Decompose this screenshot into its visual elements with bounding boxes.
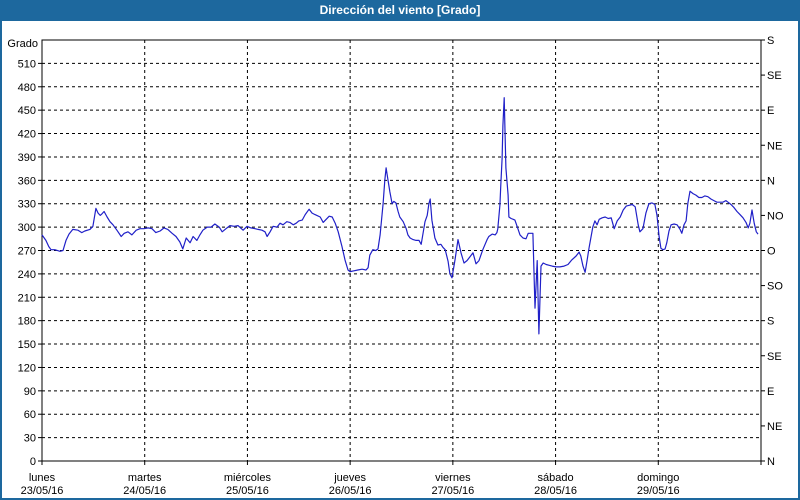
y-tick-label: 330 [18, 199, 36, 211]
compass-label: N [767, 456, 775, 468]
y-tick-label: 90 [24, 386, 36, 398]
compass-label: S [767, 316, 774, 328]
day-date-label: 29/05/16 [637, 485, 680, 497]
compass-label: N [767, 175, 775, 187]
compass-label: O [767, 246, 776, 258]
compass-labels-right: S SE E NE N NO O SO S SE E NE N [761, 35, 784, 468]
day-name-label: miércoles [224, 472, 272, 484]
day-date-label: 28/05/16 [534, 485, 577, 497]
day-date-label: 26/05/16 [329, 485, 372, 497]
y-tick-label: 30 [24, 433, 36, 445]
compass-label: E [767, 105, 774, 117]
day-date-label: 25/05/16 [226, 485, 269, 497]
day-name-label: domingo [637, 472, 679, 484]
day-name-label: sábado [538, 472, 574, 484]
y-tick-label: 300 [18, 222, 36, 234]
day-name-label: viernes [435, 472, 471, 484]
y-tick-label: 120 [18, 362, 36, 374]
y-tick-label: 420 [18, 129, 36, 141]
wind-direction-line [41, 97, 759, 335]
compass-label: S [767, 35, 774, 47]
compass-label: SO [767, 281, 783, 293]
x-grid [41, 40, 762, 465]
day-name-label: jueves [333, 472, 366, 484]
compass-label: NE [767, 140, 782, 152]
y-tick-label: 0 [30, 456, 36, 468]
day-date-label: 27/05/16 [431, 485, 474, 497]
y-tick-label: 360 [18, 175, 36, 187]
y-tick-label: 480 [18, 82, 36, 94]
compass-label: SE [767, 70, 782, 82]
day-date-label: 23/05/16 [21, 485, 64, 497]
day-date-label: 24/05/16 [123, 485, 166, 497]
compass-label: SE [767, 351, 782, 363]
day-name-label: martes [128, 472, 162, 484]
y-tick-label: 150 [18, 339, 36, 351]
compass-label: NE [767, 421, 782, 433]
y-axis-title: Grado [7, 38, 38, 50]
y-tick-label: 510 [18, 58, 36, 70]
y-tick-label: 450 [18, 105, 36, 117]
y-tick-label: 390 [18, 152, 36, 164]
compass-label: NO [767, 210, 784, 222]
y-tick-label: 180 [18, 316, 36, 328]
y-tick-label: 210 [18, 292, 36, 304]
day-name-label: lunes [29, 472, 56, 484]
y-tick-label: 240 [18, 269, 36, 281]
window-title: Dirección del viento [Grado] [0, 0, 800, 21]
y-tick-label: 60 [24, 409, 36, 421]
compass-label: E [767, 386, 774, 398]
y-grid: 0 30 60 90 120 150 180 210 240 270 300 330 360 390 420… [18, 58, 761, 468]
y-tick-label: 270 [18, 246, 36, 258]
plot-border [41, 39, 762, 462]
